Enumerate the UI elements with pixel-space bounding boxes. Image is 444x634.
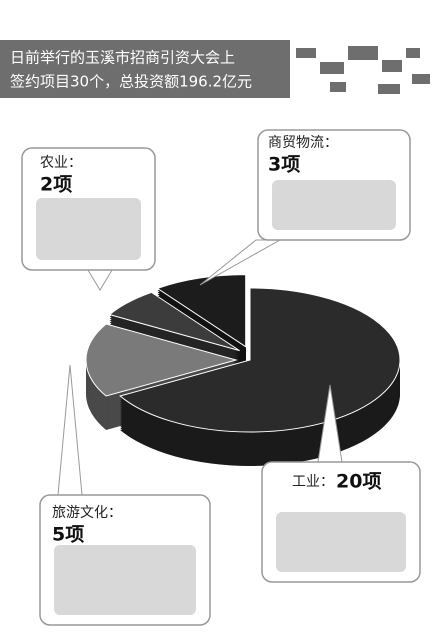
chart-subtitle: 签约项目30个，总投资额196.2亿元 (10, 73, 252, 91)
callout-illustration (36, 198, 141, 260)
pie-slice (108, 291, 240, 352)
callout-illustration (276, 512, 406, 572)
category-label: 商贸物流： (268, 135, 338, 151)
value-label: 2项 (40, 174, 72, 196)
title-banner (0, 40, 290, 98)
callout-illustration (54, 545, 196, 615)
category-label: 工业： (292, 474, 334, 490)
chart-title: 日前举行的玉溪市招商引资大会上 (10, 49, 235, 67)
category-label: 旅游文化： (52, 505, 122, 521)
value-label: 3项 (268, 154, 300, 176)
banner-squares (296, 46, 430, 94)
callout-illustration (272, 180, 396, 230)
pie-slice (156, 274, 247, 348)
value-label: 20项 (336, 471, 381, 493)
value-label: 5项 (52, 524, 84, 546)
pie-slice (85, 323, 238, 397)
category-label: 农业： (40, 155, 82, 171)
